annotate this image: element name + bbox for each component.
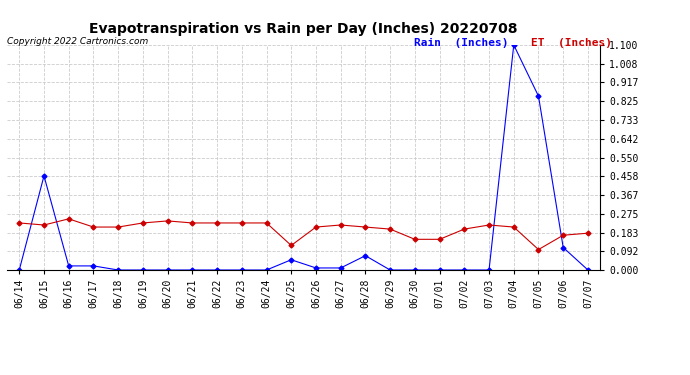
Text: Evapotranspiration vs Rain per Day (Inches) 20220708: Evapotranspiration vs Rain per Day (Inch… <box>89 22 518 36</box>
Text: Copyright 2022 Cartronics.com: Copyright 2022 Cartronics.com <box>7 38 148 46</box>
Text: Rain  (Inches): Rain (Inches) <box>414 38 509 48</box>
Text: ET  (Inches): ET (Inches) <box>531 38 612 48</box>
